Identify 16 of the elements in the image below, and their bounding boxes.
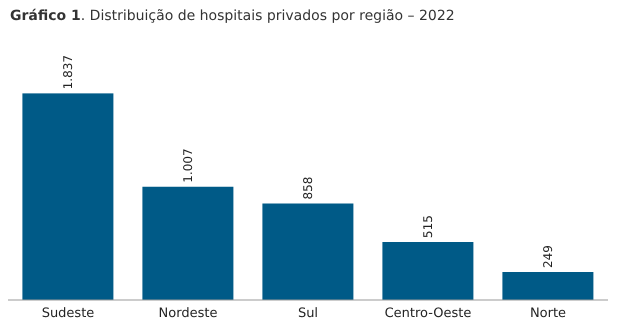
- x-tick-label: Norte: [530, 306, 566, 322]
- x-tick-label: Nordeste: [158, 306, 218, 322]
- x-tick-label: Centro-Oeste: [384, 306, 472, 322]
- bar: [262, 203, 354, 300]
- x-tick-label: Sul: [298, 306, 318, 322]
- chart-title: Gráfico 1. Distribuição de hospitais privados por região – 2022: [10, 8, 456, 26]
- bar: [502, 272, 594, 300]
- bar: [382, 242, 474, 300]
- bar: [142, 186, 234, 300]
- data-label: 1.007: [180, 148, 195, 183]
- data-label: 249: [540, 245, 555, 268]
- data-label: 858: [300, 176, 315, 200]
- bar: [22, 93, 114, 300]
- data-label: 515: [420, 215, 435, 238]
- x-tick-label: Sudeste: [42, 306, 94, 322]
- data-label: 1.837: [60, 54, 75, 90]
